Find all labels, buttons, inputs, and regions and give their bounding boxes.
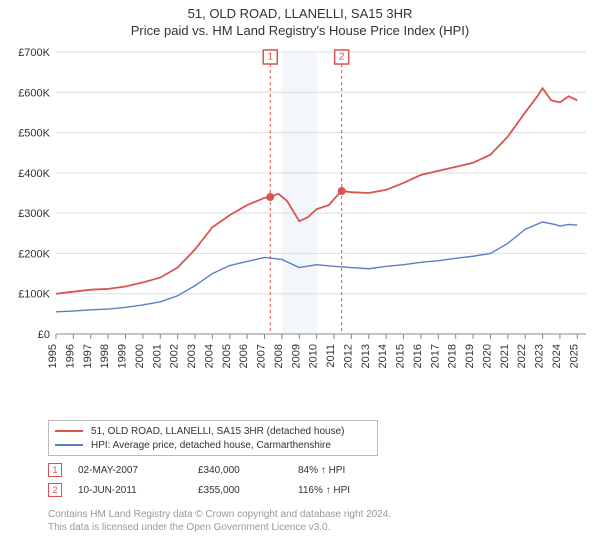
x-tick-label: 2022 [516, 344, 528, 368]
x-tick-label: 2005 [221, 344, 233, 368]
line-chart-svg: £0 £100K £200K £300K £400K £500K £600K £700K 199… [8, 44, 592, 414]
legend-item-property: 51, OLD ROAD, LLANELLI, SA15 3HR (detach… [55, 424, 371, 438]
recession-band [282, 52, 317, 334]
legend-item-hpi: HPI: Average price, detached house, Carm… [55, 438, 371, 452]
x-tick-label: 2011 [325, 344, 337, 368]
x-tick-label: 2000 [134, 344, 146, 368]
y-tick-label: £100K [18, 289, 50, 301]
x-tick-label: 2009 [290, 344, 302, 368]
footer-line2: This data is licensed under the Open Gov… [48, 521, 391, 534]
x-tick-label: 2002 [169, 344, 181, 368]
legend-label-property: 51, OLD ROAD, LLANELLI, SA15 3HR (detach… [91, 426, 344, 437]
x-tick-label: 2019 [464, 344, 476, 368]
legend-swatch-property [55, 430, 83, 432]
price-date: 02-MAY-2007 [78, 465, 198, 476]
x-tick-label: 2007 [256, 344, 268, 368]
sale-point-icon [338, 187, 346, 195]
sale-marker-label: 2 [339, 52, 345, 63]
address-title: 51, OLD ROAD, LLANELLI, SA15 3HR [0, 6, 600, 21]
x-tick-label: 1997 [82, 344, 94, 368]
x-tick-label: 2014 [377, 344, 389, 368]
x-tick-label: 2020 [481, 344, 493, 368]
x-tick-label: 2004 [203, 344, 215, 368]
y-tick-label: £300K [18, 208, 50, 220]
x-tick-label: 2015 [395, 344, 407, 368]
x-tick-label: 2013 [360, 344, 372, 368]
y-tick-label: £200K [18, 248, 50, 260]
x-tick-label: 2024 [551, 344, 563, 368]
price-vs-hpi: 84% ↑ HPI [298, 465, 418, 476]
x-tick-label: 2021 [499, 344, 511, 368]
footer-line1: Contains HM Land Registry data © Crown c… [48, 508, 391, 521]
price-vs-hpi: 116% ↑ HPI [298, 485, 418, 496]
legend: 51, OLD ROAD, LLANELLI, SA15 3HR (detach… [48, 420, 378, 456]
price-amount: £340,000 [198, 465, 298, 476]
sale-marker-label: 1 [267, 52, 273, 63]
x-tick-label: 2017 [429, 344, 441, 368]
price-date: 10-JUN-2011 [78, 485, 198, 496]
price-paid-row: 1 02-MAY-2007 £340,000 84% ↑ HPI [48, 460, 418, 480]
y-tick-label: £0 [38, 329, 50, 341]
price-paid-row: 2 10-JUN-2011 £355,000 116% ↑ HPI [48, 480, 418, 500]
x-tick-label: 2023 [534, 344, 546, 368]
chart-subtitle: Price paid vs. HM Land Registry's House … [0, 23, 600, 38]
title-block: 51, OLD ROAD, LLANELLI, SA15 3HR Price p… [0, 0, 600, 38]
x-tick-label: 2016 [412, 344, 424, 368]
footer-attribution: Contains HM Land Registry data © Crown c… [48, 508, 391, 534]
price-amount: £355,000 [198, 485, 298, 496]
x-tick-label: 1998 [99, 344, 111, 368]
legend-swatch-hpi [55, 444, 83, 446]
legend-label-hpi: HPI: Average price, detached house, Carm… [91, 440, 331, 451]
x-tick-label: 2025 [568, 344, 580, 368]
price-marker-box-icon: 1 [48, 463, 62, 477]
x-tick-label: 2006 [238, 344, 250, 368]
prices-paid-table: 1 02-MAY-2007 £340,000 84% ↑ HPI 2 10-JU… [48, 460, 418, 500]
figure-container: 51, OLD ROAD, LLANELLI, SA15 3HR Price p… [0, 0, 600, 560]
x-tick-label: 1999 [117, 344, 129, 368]
x-tick-label: 2008 [273, 344, 285, 368]
price-marker-box-icon: 2 [48, 483, 62, 497]
y-tick-label: £700K [18, 47, 50, 59]
x-tick-label: 2018 [447, 344, 459, 368]
chart-area: £0 £100K £200K £300K £400K £500K £600K £700K 199… [8, 44, 592, 414]
x-tick-label: 1995 [47, 344, 59, 368]
x-tick-label: 2010 [308, 344, 320, 368]
x-tick-label: 1996 [64, 344, 76, 368]
x-tick-label: 2012 [342, 344, 354, 368]
x-tick-label: 2003 [186, 344, 198, 368]
sale-point-icon [266, 193, 274, 201]
y-tick-label: £500K [18, 128, 50, 140]
y-tick-label: £400K [18, 168, 50, 180]
x-tick-label: 2001 [151, 344, 163, 368]
y-tick-label: £600K [18, 87, 50, 99]
